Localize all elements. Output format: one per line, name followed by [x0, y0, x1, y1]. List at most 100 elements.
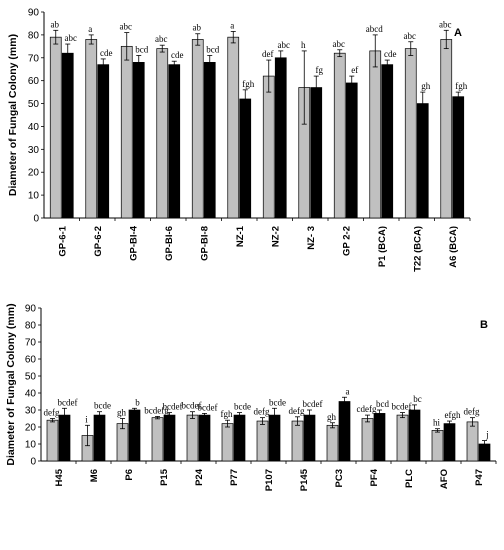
- significance-label: bcde: [269, 397, 286, 407]
- significance-label: abc: [404, 31, 417, 41]
- y-tick-label: 20: [28, 168, 40, 179]
- significance-label: abc: [65, 33, 78, 43]
- significance-label: gh: [117, 408, 127, 418]
- significance-label: abc: [333, 39, 346, 49]
- significance-label: abc: [120, 22, 133, 32]
- y-tick-label: 60: [28, 76, 40, 87]
- significance-label: gh: [421, 81, 431, 91]
- bar: [326, 424, 339, 462]
- significance-label: bcdef: [58, 397, 78, 407]
- bar: [381, 64, 394, 219]
- significance-label: ab: [51, 19, 60, 29]
- bar: [333, 52, 346, 219]
- bar: [262, 75, 275, 219]
- y-tick-label: 40: [28, 122, 40, 133]
- significance-label: fg: [316, 65, 324, 75]
- significance-label: cde: [100, 48, 113, 58]
- bar: [440, 39, 453, 219]
- category-label: NZ-1: [235, 225, 246, 247]
- significance-label: bcdef: [392, 402, 412, 412]
- bar: [303, 414, 316, 462]
- bar: [120, 45, 133, 219]
- bar: [132, 62, 145, 219]
- chart-panel-a: 0 10 20 30 40 50 60 70 80 90 Diameter of Fungal Co…: [7, 8, 471, 272]
- y-tick-label: 0: [30, 457, 36, 468]
- bar: [203, 62, 216, 219]
- significance-label: bcde: [94, 401, 111, 411]
- significance-label: defg: [44, 408, 60, 418]
- y-tick-label: 20: [25, 423, 37, 434]
- category-label: P15: [159, 468, 170, 486]
- bar: [85, 39, 98, 219]
- significance-label: bcde: [234, 402, 251, 412]
- significance-label: abcd: [366, 24, 383, 34]
- significance-label: bcd: [206, 44, 219, 54]
- category-label: PF4: [369, 468, 380, 486]
- significance-label: bcdef: [303, 399, 323, 409]
- significance-label: gh: [327, 412, 337, 422]
- bar: [163, 414, 176, 462]
- category-label: GP-BI-6: [164, 226, 175, 261]
- category-label: NZ- 3: [306, 226, 317, 250]
- bar: [373, 413, 386, 462]
- bar: [396, 414, 409, 462]
- bar: [452, 96, 465, 219]
- y-tick-label: 60: [25, 355, 37, 366]
- panel-label: A: [454, 27, 462, 39]
- bar: [239, 98, 252, 219]
- significance-label: a: [346, 386, 350, 396]
- significance-label: bc: [413, 394, 422, 404]
- y-tick-label: 70: [28, 53, 40, 64]
- category-label: GP-6-2: [93, 226, 104, 257]
- significance-label: def: [262, 49, 274, 59]
- significance-label: bcd: [135, 44, 148, 54]
- significance-label: fgh: [455, 81, 467, 91]
- bar: [408, 409, 421, 462]
- significance-label: hi: [433, 418, 441, 428]
- category-label: GP-BI-4: [128, 225, 139, 261]
- category-label: GP-BI-8: [199, 226, 210, 261]
- significance-label: defg: [289, 406, 305, 416]
- category-label: P6: [124, 469, 135, 481]
- category-label: AFO: [439, 469, 450, 489]
- y-tick-label: 50: [25, 372, 37, 383]
- significance-label: h: [301, 40, 306, 50]
- bar: [369, 50, 382, 219]
- bar: [416, 103, 429, 219]
- bar: [227, 36, 240, 219]
- bar: [361, 418, 374, 462]
- bar: [46, 419, 59, 462]
- category-label: P107: [264, 469, 275, 491]
- category-label: M6: [89, 469, 100, 482]
- significance-label: fgh: [221, 409, 233, 419]
- bar: [151, 417, 164, 462]
- category-label: P47: [474, 469, 485, 486]
- bar: [93, 414, 106, 462]
- y-tick-label: 10: [28, 191, 40, 202]
- category-label: PC3: [334, 469, 345, 487]
- significance-label: abc: [155, 34, 168, 44]
- bar: [256, 420, 269, 462]
- significance-label: defg: [464, 407, 480, 417]
- category-label: H45: [54, 468, 65, 486]
- category-label: GP 2-2: [341, 226, 352, 256]
- significance-label: i: [85, 414, 88, 424]
- bar: [49, 36, 62, 219]
- bar: [443, 423, 456, 462]
- bar: [274, 57, 287, 219]
- y-tick-label: 30: [25, 406, 37, 417]
- category-label: P145: [299, 468, 310, 491]
- y-tick-label: 0: [33, 214, 39, 225]
- y-tick-label: 70: [25, 338, 37, 349]
- y-tick-label: 40: [25, 389, 37, 400]
- significance-label: defg: [254, 407, 270, 417]
- panel-label: B: [480, 319, 488, 331]
- bar: [404, 48, 417, 219]
- significance-label: fgh: [242, 79, 254, 89]
- significance-label: j: [485, 430, 489, 440]
- significance-label: cdefg: [357, 404, 377, 414]
- bar: [191, 39, 204, 219]
- significance-label: ab: [193, 23, 202, 33]
- bar: [156, 48, 169, 219]
